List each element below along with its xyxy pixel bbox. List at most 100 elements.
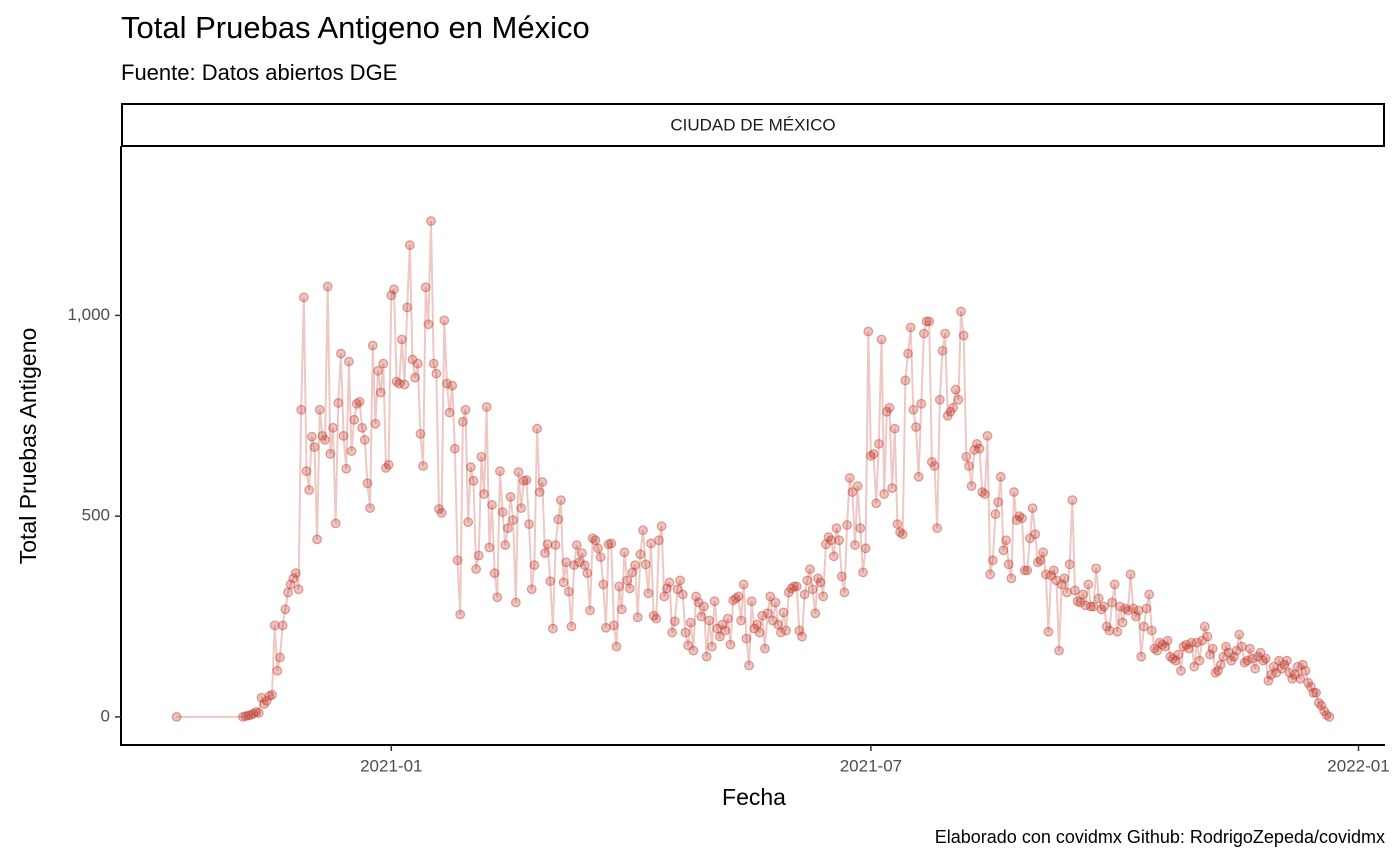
data-point <box>648 610 659 621</box>
data-point <box>964 461 974 471</box>
data-point <box>280 604 291 615</box>
data-point <box>383 459 394 470</box>
data-point <box>929 461 940 471</box>
data-point <box>704 615 715 626</box>
data-point <box>508 515 519 526</box>
data-point <box>1038 547 1049 558</box>
data-point <box>622 575 633 586</box>
data-point <box>489 568 500 579</box>
data-point <box>1290 669 1300 680</box>
data-point <box>1168 653 1178 664</box>
data-point <box>1062 587 1072 598</box>
data-point <box>1284 667 1295 678</box>
data-point <box>1120 603 1131 614</box>
data-point <box>449 443 460 454</box>
data-point <box>966 481 977 491</box>
data-point <box>1205 649 1216 660</box>
data-point <box>479 489 489 499</box>
data-point <box>802 575 813 586</box>
data-point <box>725 639 736 650</box>
data-point <box>452 555 463 566</box>
data-point <box>895 527 905 538</box>
data-point <box>757 610 768 621</box>
data-point <box>879 489 890 499</box>
data-point <box>1067 495 1078 506</box>
data-point <box>1046 570 1057 581</box>
data-point <box>243 710 254 721</box>
data-point <box>1083 579 1094 590</box>
data-point <box>367 340 378 351</box>
data-point <box>1093 593 1104 604</box>
data-point <box>1048 565 1059 576</box>
data-point <box>1051 575 1062 586</box>
data-point <box>866 451 876 461</box>
data-point <box>298 292 309 303</box>
data-point <box>921 316 932 327</box>
data-point <box>1297 659 1308 670</box>
data-point <box>1154 637 1165 648</box>
data-point <box>913 471 924 482</box>
data-point <box>661 583 672 594</box>
data-point <box>677 589 688 600</box>
data-point <box>754 627 765 638</box>
data-point <box>1202 631 1213 642</box>
data-point <box>781 625 792 636</box>
data-point <box>1308 687 1319 698</box>
data-point <box>693 597 704 608</box>
data-point <box>1019 565 1030 576</box>
data-point <box>582 568 593 579</box>
data-point <box>823 532 834 542</box>
y-tick-label: 0 <box>101 706 110 725</box>
data-point <box>842 520 852 530</box>
data-point <box>1263 675 1274 686</box>
data-point <box>325 449 336 459</box>
data-point <box>767 615 778 626</box>
data-point <box>1226 655 1237 666</box>
data-point <box>775 627 786 638</box>
data-point <box>264 691 275 701</box>
data-point <box>1170 655 1181 666</box>
data-point <box>820 539 831 550</box>
data-point <box>1123 605 1133 616</box>
data-point <box>460 404 471 415</box>
data-point <box>505 491 516 502</box>
data-point <box>444 407 455 418</box>
data-point <box>744 660 754 671</box>
data-point <box>529 560 540 571</box>
data-point <box>990 509 1001 520</box>
data-point <box>1088 601 1099 612</box>
data-point <box>330 518 341 529</box>
data-point <box>563 586 574 597</box>
data-point <box>736 615 746 626</box>
data-point <box>1009 487 1019 497</box>
data-point <box>969 445 980 455</box>
data-point <box>1162 635 1173 646</box>
data-point <box>1181 639 1192 650</box>
data-point <box>521 475 532 485</box>
data-point <box>911 422 921 432</box>
data-point <box>667 627 678 638</box>
data-point <box>672 584 683 595</box>
data-point <box>783 587 794 598</box>
data-point <box>1011 515 1022 526</box>
data-point <box>717 619 728 630</box>
data-point <box>1043 626 1054 637</box>
data-point <box>858 567 868 578</box>
data-point <box>259 699 269 709</box>
data-point <box>855 523 866 534</box>
plot-area <box>171 216 1335 722</box>
data-point <box>399 379 410 390</box>
x-tick-label: 2021-01 <box>360 756 422 775</box>
data-point <box>916 398 927 409</box>
data-point <box>423 319 434 330</box>
data-point <box>632 612 643 623</box>
data-point <box>495 466 505 477</box>
data-point <box>373 365 383 376</box>
data-point <box>1027 503 1038 514</box>
data-point <box>1197 635 1208 646</box>
data-point <box>1237 641 1247 652</box>
data-point <box>656 521 667 532</box>
data-point <box>669 616 680 627</box>
data-point <box>958 330 969 341</box>
data-point <box>442 378 452 389</box>
